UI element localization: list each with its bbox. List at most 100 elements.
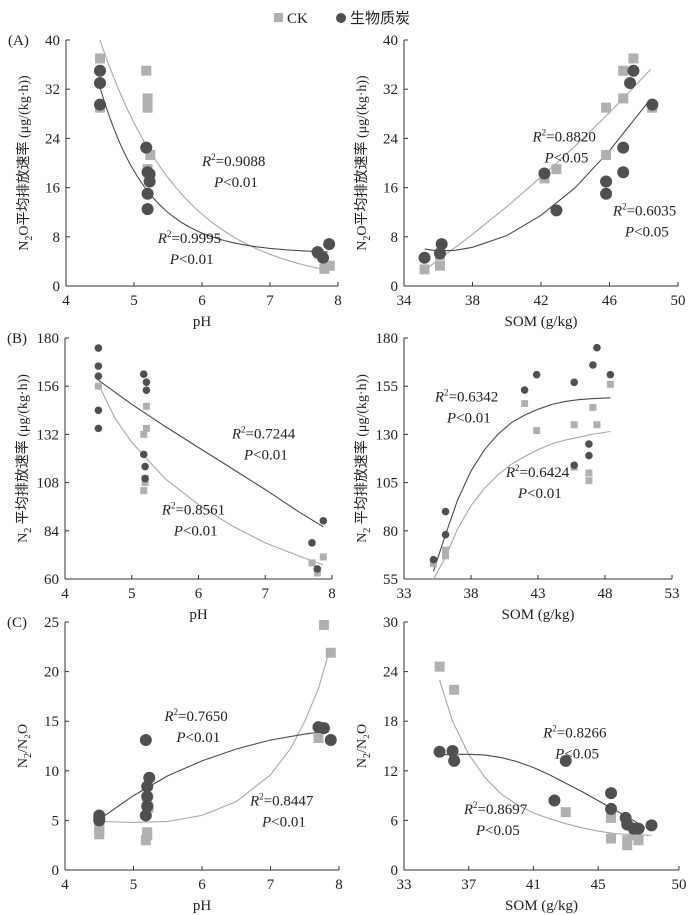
r-squared-value: =0.9088 [216, 154, 266, 170]
data-point-biochar [324, 734, 337, 747]
y-axis-title-subscript: 2 [362, 753, 373, 758]
y-axis-title-main: /N₂O [355, 724, 370, 753]
x-tick-label: 42 [534, 293, 549, 309]
data-point-biochar [139, 450, 148, 459]
fit-line-ck [439, 679, 652, 836]
data-point-ck [606, 833, 617, 844]
r-squared-annotation: R2=0.9088 [201, 152, 265, 170]
data-point-ck [589, 403, 597, 411]
y-axis-title-main: 平均排放速率 (μg/(kg·h)) [353, 374, 370, 528]
data-point-ck [570, 421, 578, 429]
y-tick-label: 32 [45, 82, 60, 98]
data-point-biochar [559, 754, 572, 767]
p-symbol: P [261, 815, 271, 831]
data-point-biochar [418, 251, 431, 264]
panel-label: (A) [8, 33, 29, 49]
fit-line-ck [99, 652, 330, 823]
y-axis-title-prefix: N [16, 533, 31, 543]
r-superscript: 2 [542, 127, 547, 137]
y-axis-title-main: 平均排放速率 (μg/(kg·h)) [14, 374, 31, 528]
data-point-ck [142, 93, 153, 104]
data-point-biochar [142, 386, 151, 395]
y-tick-label: 8 [53, 230, 61, 246]
y-tick-label: 130 [376, 427, 399, 443]
panel-label: (C) [7, 615, 27, 631]
data-point-ck [442, 552, 450, 560]
x-tick-label: 48 [598, 586, 613, 602]
r-superscript: 2 [552, 724, 557, 734]
data-point-ck [551, 164, 562, 175]
r-squared-annotation: R2=0.8447 [249, 792, 314, 810]
r-squared-value: =0.6424 [520, 465, 570, 481]
data-point-biochar [532, 370, 541, 379]
y-axis-title: N2/N₂O [16, 724, 34, 768]
fit-line-ck [424, 69, 651, 271]
y-axis-title: N2 平均排放速率 (μg/(kg·h)) [14, 374, 34, 543]
data-point-ck [434, 661, 445, 672]
fit-line-biochar [99, 87, 328, 253]
data-point-ck [324, 260, 335, 271]
r-squared-annotation: R2=0.7650 [163, 707, 227, 725]
p-value-annotation: P<0.05 [475, 823, 520, 839]
x-tick-label: 53 [665, 586, 680, 602]
p-value: <0.05 [634, 224, 669, 240]
r-superscript: 2 [211, 152, 216, 162]
r-symbol: R [249, 794, 259, 810]
y-axis-title-prefix: N [355, 241, 370, 251]
fit-line-biochar [424, 98, 652, 252]
x-tick-label: 7 [266, 293, 274, 309]
data-point-biochar [585, 440, 593, 448]
r-symbol: R [531, 129, 541, 145]
r-squared-value: =0.8447 [264, 794, 314, 810]
p-value: <0.01 [253, 447, 288, 463]
y-tick-label: 60 [44, 572, 59, 588]
data-point-biochar [624, 77, 637, 90]
y-tick-label: 156 [37, 379, 60, 395]
data-point-ck [140, 487, 148, 495]
data-point-biochar [441, 530, 450, 539]
r-squared-value: =0.6035 [627, 203, 677, 219]
data-point-biochar [605, 802, 618, 815]
legend: CK 生物质炭 [274, 10, 410, 27]
x-tick-label: 8 [335, 877, 343, 893]
r-symbol: R [161, 503, 171, 519]
y-tick-label: 5 [52, 813, 60, 829]
x-tick-label: 43 [531, 586, 546, 602]
r-superscript: 2 [473, 800, 478, 810]
p-symbol: P [543, 150, 553, 166]
data-point-ck [145, 150, 156, 161]
data-point-biochar [94, 372, 103, 380]
data-point-ck [325, 647, 336, 658]
data-point-ck [585, 469, 593, 477]
r-squared-value: =0.8820 [546, 129, 596, 145]
x-axis-title: pH [189, 607, 208, 623]
x-tick-label: 7 [267, 877, 275, 893]
data-point-biochar [308, 539, 316, 547]
r-squared-value: =0.6342 [448, 390, 498, 406]
legend-marker-ck [274, 13, 283, 22]
data-point-biochar [617, 166, 630, 179]
data-point-biochar [141, 474, 149, 483]
data-point-biochar [94, 64, 106, 77]
data-point-ck [313, 733, 324, 744]
data-point-ck [633, 835, 644, 846]
y-tick-label: 0 [52, 863, 60, 879]
data-point-biochar [143, 175, 156, 188]
r-squared-value: =0.8266 [557, 726, 607, 742]
data-point-biochar [94, 98, 106, 111]
p-value: <0.01 [179, 252, 214, 268]
data-point-biochar [94, 406, 103, 415]
r-squared-annotation: R2=0.8266 [542, 724, 607, 742]
y-axis-title-main: /N₂O [16, 724, 31, 753]
data-point-biochar [317, 251, 330, 264]
r-symbol: R [157, 231, 167, 247]
x-axis-title: SOM (g/kg) [505, 898, 578, 914]
data-point-ck [313, 569, 321, 577]
x-tick-label: 6 [198, 877, 206, 893]
data-point-biochar [548, 794, 561, 807]
data-point-biochar [570, 461, 578, 470]
x-tick-label: 45 [591, 877, 606, 893]
x-tick-label: 46 [602, 293, 618, 309]
